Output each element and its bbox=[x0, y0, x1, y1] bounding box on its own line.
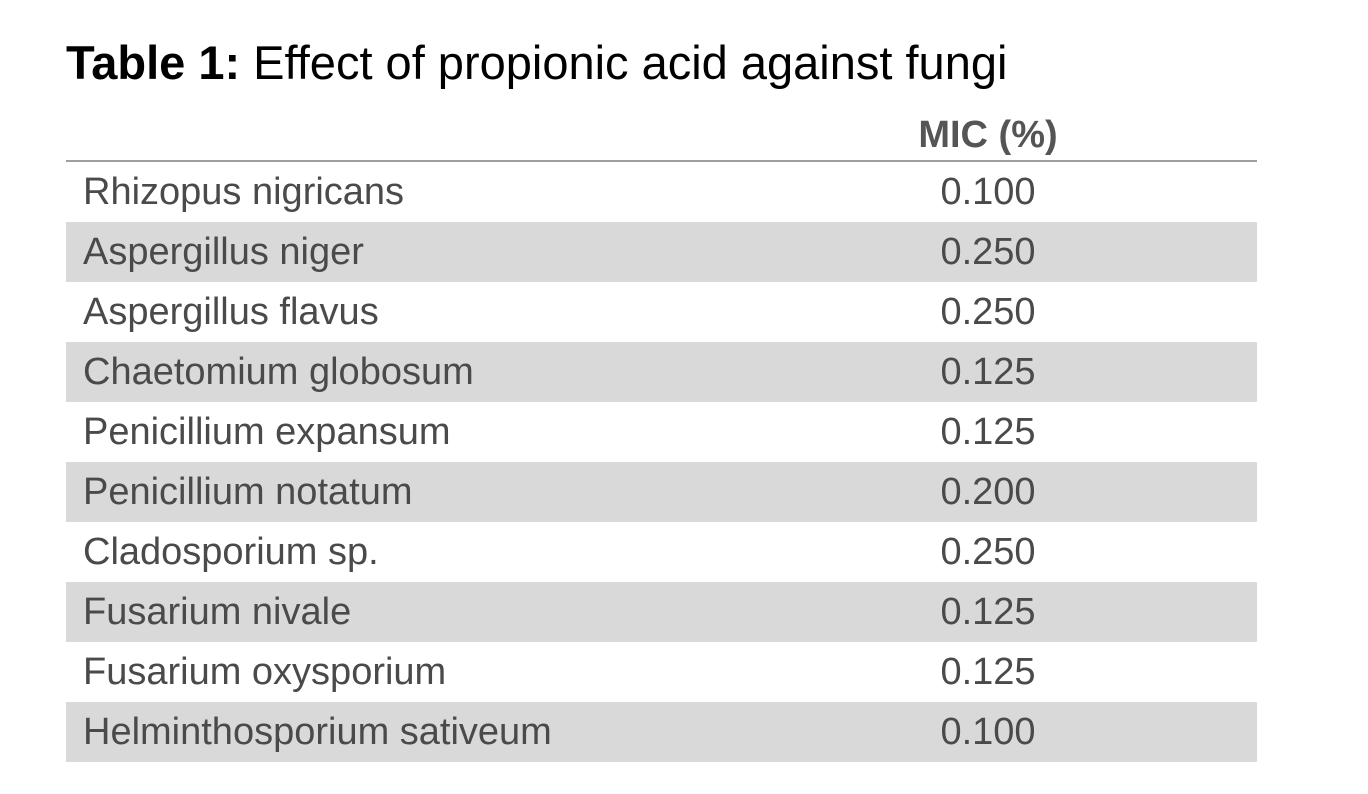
table-row: Penicillium notatum 0.200 bbox=[66, 462, 1257, 522]
organism-cell: Rhizopus nigricans bbox=[83, 171, 405, 213]
table-row: Penicillium expansum 0.125 bbox=[66, 402, 1257, 462]
mic-cell: 0.125 bbox=[940, 411, 1036, 453]
mic-cell: 0.250 bbox=[940, 231, 1036, 273]
mic-cell: 0.100 bbox=[940, 171, 1036, 213]
mic-cell: 0.250 bbox=[940, 291, 1036, 333]
table-row: Helminthosporium sativeum 0.100 bbox=[66, 702, 1257, 762]
organism-cell: Aspergillus flavus bbox=[83, 291, 379, 333]
table-row: Aspergillus niger 0.250 bbox=[66, 222, 1257, 282]
table-title-text: Effect of propionic acid against fungi bbox=[240, 36, 1008, 89]
organism-cell: Helminthosporium sativeum bbox=[83, 711, 552, 753]
organism-cell: Penicillium notatum bbox=[83, 471, 413, 513]
mic-cell: 0.125 bbox=[940, 591, 1036, 633]
table-title-label: Table 1: bbox=[66, 36, 241, 89]
organism-cell: Chaetomium globosum bbox=[83, 351, 474, 393]
table-row: Aspergillus flavus 0.250 bbox=[66, 282, 1257, 342]
mic-cell: 0.250 bbox=[940, 531, 1036, 573]
table-row: Rhizopus nigricans 0.100 bbox=[66, 162, 1257, 222]
table-header: MIC (%) bbox=[66, 104, 1257, 162]
organism-cell: Aspergillus niger bbox=[83, 231, 364, 273]
table-title: Table 1: Effect of propionic acid agains… bbox=[66, 34, 1007, 92]
mic-cell: 0.100 bbox=[940, 711, 1036, 753]
table-row: Fusarium oxysporium 0.125 bbox=[66, 642, 1257, 702]
mic-column-header: MIC (%) bbox=[918, 114, 1058, 156]
table-row: Fusarium nivale 0.125 bbox=[66, 582, 1257, 642]
organism-cell: Fusarium nivale bbox=[83, 591, 352, 633]
organism-cell: Cladosporium sp. bbox=[83, 531, 379, 573]
mic-cell: 0.200 bbox=[940, 471, 1036, 513]
mic-table: MIC (%) Rhizopus nigricans 0.100 Aspergi… bbox=[66, 104, 1257, 762]
organism-cell: Fusarium oxysporium bbox=[83, 651, 447, 693]
mic-cell: 0.125 bbox=[940, 651, 1036, 693]
table-row: Cladosporium sp. 0.250 bbox=[66, 522, 1257, 582]
mic-cell: 0.125 bbox=[940, 351, 1036, 393]
organism-cell: Penicillium expansum bbox=[83, 411, 451, 453]
table-row: Chaetomium globosum 0.125 bbox=[66, 342, 1257, 402]
